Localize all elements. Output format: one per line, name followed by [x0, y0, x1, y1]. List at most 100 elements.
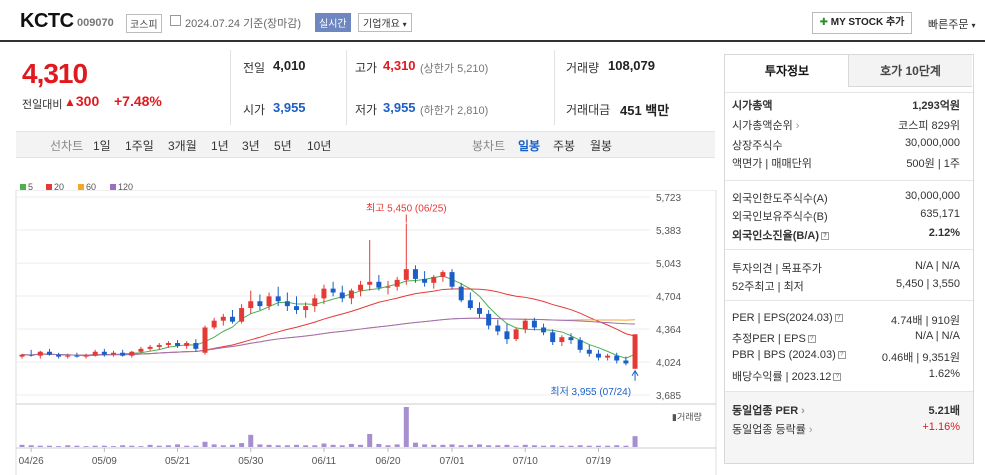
- quick-order-dropdown[interactable]: 빠른주문 ▾: [928, 16, 976, 32]
- period-3y[interactable]: 3년: [242, 139, 260, 153]
- candle: [458, 282, 464, 303]
- invest-row-label-text: PER | EPS(2024.03): [732, 312, 833, 324]
- volume-bar: [531, 445, 537, 447]
- candle: [28, 349, 34, 357]
- line-chart-label: 선차트: [50, 139, 84, 153]
- period-10y[interactable]: 10년: [307, 139, 332, 153]
- period-5y[interactable]: 5년: [274, 139, 292, 153]
- candle-body: [120, 352, 126, 356]
- invest-row-value: 0.46배 | 9,351원: [881, 352, 960, 364]
- change-value: 300: [75, 93, 100, 109]
- volume-bar: [495, 445, 501, 447]
- candle-body: [595, 353, 601, 358]
- candle-body: [175, 343, 181, 346]
- candle-body: [156, 344, 162, 347]
- price-chart[interactable]: ▮거래량 5,723 5,383 5,043 4,704 4,364 4,024 3,685…: [0, 190, 720, 475]
- volume-bar: [559, 445, 565, 447]
- legend-ma20: 20: [46, 182, 64, 192]
- candle: [147, 344, 153, 351]
- invest-row-label[interactable]: 동일업종 PER ›: [732, 402, 805, 418]
- invest-row-label[interactable]: 동일업종 등락률 ›: [732, 421, 813, 437]
- invest-row-label-text: 시가총액순위: [732, 120, 793, 132]
- volume-bar: [422, 444, 428, 447]
- period-1y[interactable]: 1년: [211, 139, 229, 153]
- candle: [19, 353, 25, 359]
- candle-daily[interactable]: 일봉: [518, 139, 541, 153]
- candle: [92, 349, 98, 357]
- volume-bar: [623, 445, 629, 447]
- invest-row-label[interactable]: 시가총액순위 ›: [732, 117, 799, 133]
- invest-row-value: 1.62%: [928, 368, 960, 380]
- high-value: 4,310: [383, 58, 416, 73]
- invest-row-label-text: 외국인보유주식수(B): [732, 211, 828, 223]
- volume-bar: [229, 444, 235, 447]
- invest-row-value: 5.21배: [928, 405, 960, 417]
- tab-orderbook[interactable]: 호가 10단계: [848, 55, 972, 87]
- candle-body: [348, 290, 354, 299]
- realtime-button[interactable]: 실시간: [315, 13, 351, 32]
- invest-row-value: 500원 | 1주: [906, 158, 960, 170]
- candle-weekly[interactable]: 주봉: [553, 139, 576, 153]
- invest-row-label[interactable]: PER | EPS(2024.03)?: [732, 312, 843, 324]
- mystock-label: MY STOCK 추가: [830, 17, 905, 28]
- invest-row-label: 상장주식수: [732, 137, 783, 153]
- candle-body: [294, 306, 299, 310]
- info-icon[interactable]: ?: [834, 314, 843, 323]
- upper-limit: (상한가 5,210): [420, 63, 489, 75]
- corp-info-dropdown[interactable]: 기업개요 ▾: [358, 13, 412, 32]
- invest-row-value: 5,450 | 3,550: [895, 278, 960, 290]
- candle: [605, 353, 611, 361]
- invest-row-label[interactable]: 배당수익률 | 2023.12?: [732, 368, 842, 384]
- candle: [229, 309, 235, 324]
- candle: [46, 348, 52, 356]
- candle: [486, 309, 492, 330]
- chevron-right-icon[interactable]: ›: [795, 120, 800, 132]
- chevron-right-icon[interactable]: ›: [808, 424, 813, 436]
- period-1w[interactable]: 1주일: [125, 139, 154, 153]
- volume-bar: [440, 444, 446, 447]
- candle-body: [92, 351, 98, 356]
- candle: [74, 352, 80, 358]
- candle: [614, 352, 620, 364]
- y-tick-label: 5,043: [656, 259, 681, 270]
- candle-monthly[interactable]: 월봉: [590, 139, 613, 153]
- period-1d[interactable]: 1일: [93, 139, 111, 153]
- volume-bar: [56, 446, 62, 447]
- tab-invest-info[interactable]: 투자정보: [725, 55, 849, 87]
- info-icon[interactable]: ?: [833, 373, 842, 382]
- candle: [129, 350, 135, 358]
- chevron-right-icon[interactable]: ›: [801, 405, 805, 417]
- candle: [339, 285, 345, 303]
- candle: [403, 223, 409, 285]
- candle-body: [513, 329, 519, 340]
- info-icon[interactable]: ?: [821, 232, 829, 241]
- volume-bar: [129, 445, 135, 447]
- info-icon[interactable]: ?: [807, 335, 816, 344]
- volume-bar: [19, 444, 25, 447]
- candle-body: [147, 346, 153, 349]
- invest-row-value: N/A | N/A: [914, 260, 960, 272]
- volume-bar: [193, 445, 199, 447]
- candle-body: [220, 316, 226, 321]
- invest-row-label: 액면가 | 매매단위: [732, 155, 812, 171]
- candle: [522, 318, 528, 334]
- invest-row-label[interactable]: PBR | BPS (2024.03)?: [732, 349, 846, 361]
- volume-bar: [147, 444, 153, 447]
- calendar-icon: [170, 15, 181, 26]
- base-date: 2024.07.24 기준(장마감): [185, 18, 302, 30]
- candle-body: [239, 308, 245, 322]
- amount-label: 거래대금: [566, 103, 611, 117]
- period-3m[interactable]: 3개월: [168, 139, 197, 153]
- mystock-add-button[interactable]: ✚ MY STOCK 추가: [812, 12, 912, 34]
- volume-bar: [330, 444, 336, 447]
- prev-label: 전일: [243, 61, 266, 75]
- candle-body: [358, 284, 364, 291]
- volume-bar: [83, 446, 89, 447]
- invest-row-label-text: 투자의견 | 목표주가: [732, 263, 822, 275]
- invest-row-label[interactable]: 외국인소진율(B/A)?: [732, 227, 829, 243]
- candle-body: [56, 354, 62, 357]
- open-label: 시가: [243, 103, 266, 117]
- invest-row-label[interactable]: 추정PER | EPS?: [732, 330, 816, 346]
- info-icon[interactable]: ?: [837, 351, 846, 360]
- candle-body: [367, 281, 373, 285]
